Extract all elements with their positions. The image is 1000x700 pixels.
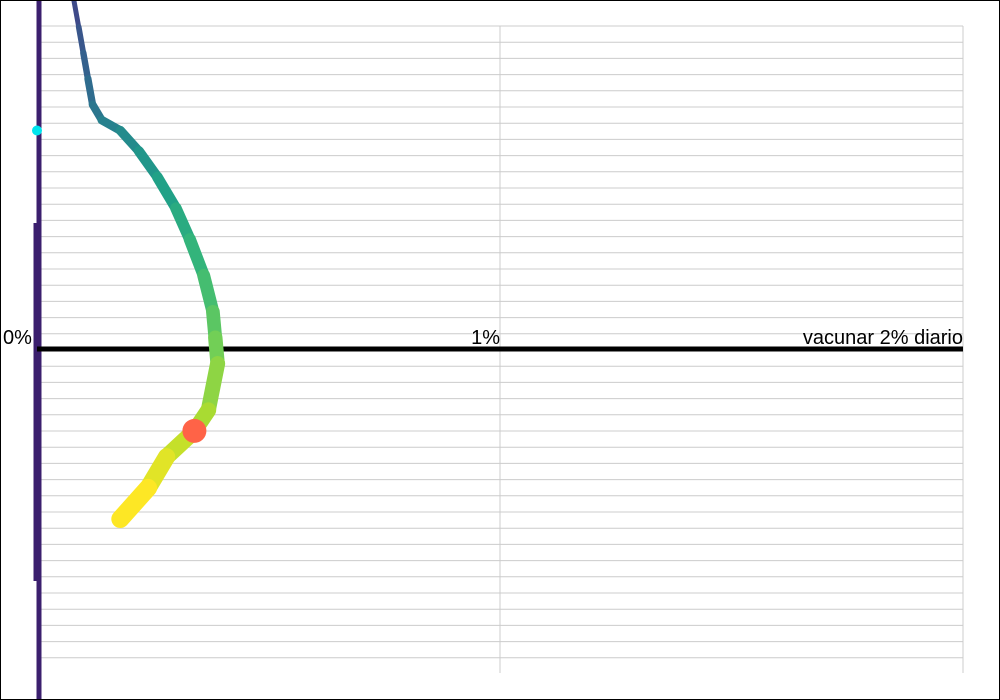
x-tick-label-2: vacunar 2% diario bbox=[803, 327, 963, 349]
series-0-segment bbox=[151, 171, 182, 214]
series-0-segment bbox=[111, 478, 158, 528]
series-0-segment bbox=[80, 49, 92, 82]
series-0-segment bbox=[84, 75, 97, 109]
series-0-segment bbox=[75, 24, 87, 56]
marker-start bbox=[32, 125, 42, 136]
series-0-segment bbox=[71, 1, 82, 30]
marker-current bbox=[182, 418, 207, 443]
x-tick-label-1: 1% bbox=[471, 327, 500, 349]
x-tick-label-0: 0% bbox=[3, 327, 32, 349]
series-0-segment bbox=[200, 356, 226, 418]
series-0-segment bbox=[183, 233, 210, 282]
